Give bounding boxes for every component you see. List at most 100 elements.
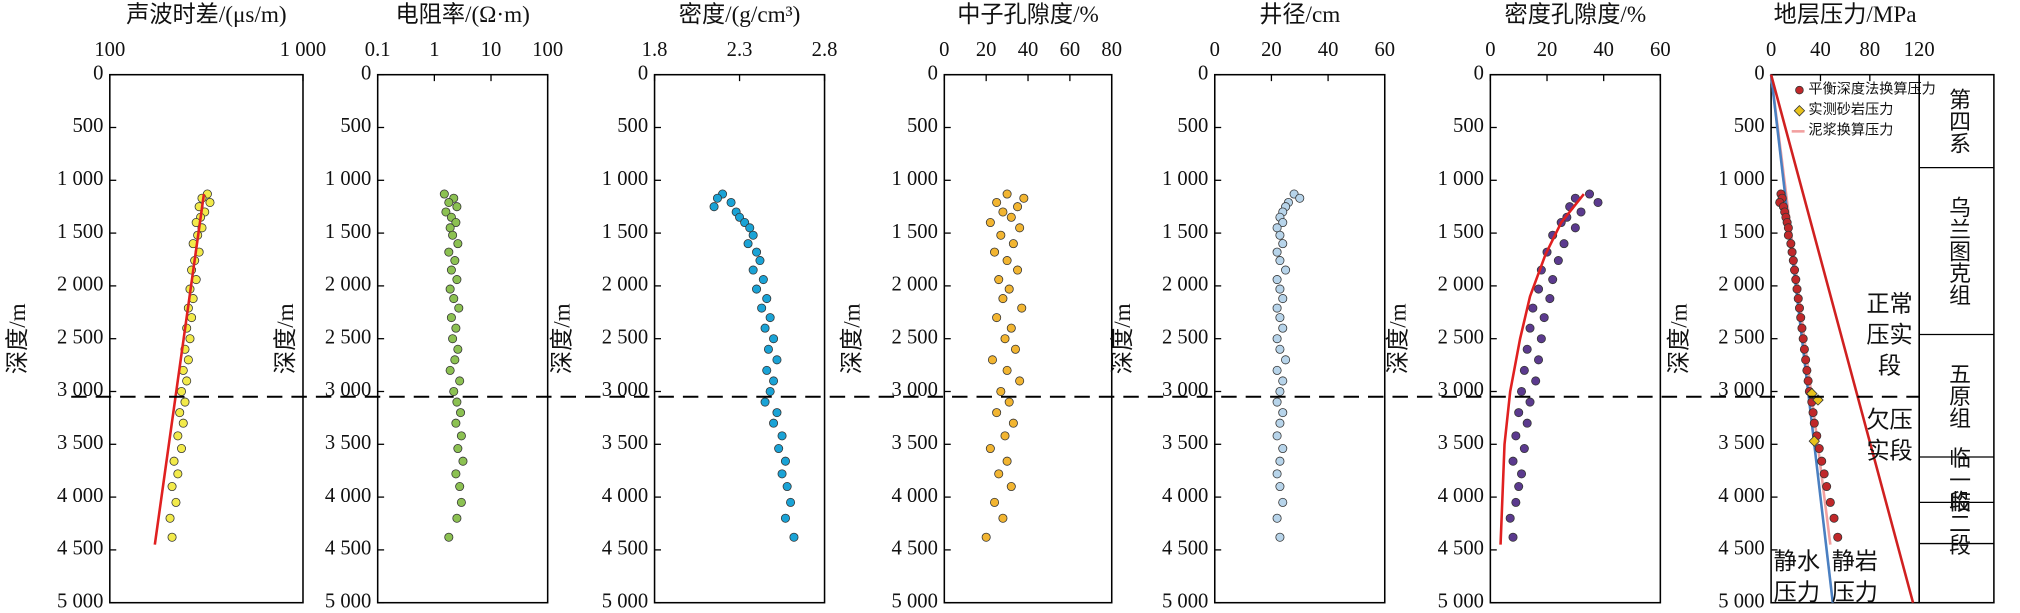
x-tick-label: 20	[1537, 39, 1558, 61]
point	[745, 223, 755, 233]
y-tick-label: 2 500	[57, 326, 103, 348]
y-tick-label: 1 500	[1438, 221, 1484, 243]
y-axis-label: 深度/m	[273, 303, 299, 374]
x-tick-label: 2.8	[812, 39, 838, 61]
point	[1508, 532, 1518, 542]
annotation-line: 压实	[1866, 323, 1912, 349]
point	[755, 256, 765, 266]
point	[446, 313, 456, 323]
y-tick-label: 0	[361, 62, 371, 84]
point	[453, 239, 463, 249]
point	[709, 202, 719, 212]
point	[453, 444, 463, 454]
point	[455, 482, 465, 492]
y-tick-label: 3 500	[602, 432, 648, 454]
point	[1281, 265, 1291, 275]
x-tick-label: 60	[1060, 39, 1081, 61]
point	[1559, 239, 1569, 249]
annotation: 静岩压力	[1832, 549, 1878, 606]
y-tick-label: 3 000	[57, 379, 103, 401]
point	[173, 469, 183, 479]
chart-title: 地层压力/MPa	[1774, 2, 1917, 28]
point	[1517, 386, 1527, 397]
point	[992, 197, 1002, 207]
point	[1786, 239, 1796, 249]
point	[994, 275, 1004, 285]
point	[1008, 418, 1018, 428]
point	[1278, 239, 1288, 249]
point	[990, 247, 1000, 257]
point	[454, 303, 464, 313]
point	[451, 418, 461, 428]
strata-label: 五原组	[1947, 363, 1972, 429]
point	[445, 284, 455, 294]
point	[449, 386, 459, 397]
y-tick-label: 500	[1453, 115, 1484, 137]
chart-title: 密度孔隙度/%	[1505, 2, 1647, 28]
point	[456, 408, 466, 418]
point	[1522, 344, 1532, 354]
point	[1576, 207, 1586, 217]
legend-label: 平衡深度法换算压力	[1808, 80, 1935, 97]
y-tick-label: 2 500	[602, 326, 648, 348]
point	[1010, 344, 1020, 354]
y-tick-label: 2 500	[1718, 326, 1764, 348]
point	[165, 513, 175, 523]
plot-frame	[653, 73, 826, 604]
annotation-line: 正常	[1866, 292, 1912, 318]
y-axis-label: 深度/m	[1386, 303, 1412, 374]
point	[1798, 334, 1808, 344]
y-tick-label: 3 500	[1162, 432, 1208, 454]
point	[748, 230, 758, 240]
x-tick-label: 20	[1261, 39, 1282, 61]
y-tick-label: 1 000	[1718, 168, 1764, 190]
point	[456, 497, 466, 507]
point	[726, 197, 736, 207]
y-tick-label: 4 000	[57, 485, 103, 507]
point	[987, 355, 997, 365]
y-tick-label: 5 000	[1718, 590, 1764, 612]
y-tick-label: 5 000	[892, 590, 938, 612]
x-tick-label: 1 000	[280, 39, 326, 61]
point	[1511, 431, 1521, 441]
point	[1275, 482, 1285, 492]
y-tick-label: 4 500	[1162, 538, 1208, 560]
annotation-line: 静水	[1774, 549, 1820, 575]
point	[752, 284, 762, 294]
x-tick-label: 1.8	[642, 39, 668, 61]
point	[185, 334, 195, 344]
point	[758, 275, 768, 285]
point	[1019, 193, 1029, 203]
point	[1004, 397, 1014, 407]
x-tick-label: 0.1	[365, 39, 391, 61]
point	[1794, 303, 1804, 313]
x-tick-label: 60	[1650, 39, 1671, 61]
point	[992, 408, 1002, 418]
strata-label: 临一段	[1947, 447, 1972, 513]
point	[1278, 294, 1288, 304]
annotation-line: 欠压	[1866, 408, 1912, 434]
point	[1006, 212, 1016, 222]
point	[1006, 482, 1016, 492]
point	[446, 265, 456, 275]
point	[1275, 386, 1285, 397]
point	[1783, 223, 1793, 233]
y-tick-label: 2 500	[1162, 326, 1208, 348]
y-tick-label: 2 000	[1438, 274, 1484, 296]
point	[774, 444, 784, 454]
y-tick-label: 2 500	[1438, 326, 1484, 348]
point	[1793, 294, 1803, 304]
point	[760, 323, 770, 333]
point	[981, 532, 991, 542]
point	[1525, 397, 1535, 407]
point	[1814, 444, 1824, 454]
y-tick-label: 3 500	[1718, 432, 1764, 454]
x-tick-label: 0	[1485, 39, 1495, 61]
y-tick-label: 3 000	[325, 379, 371, 401]
x-tick-label: 120	[1904, 39, 1935, 61]
plot-frame	[943, 73, 1113, 604]
strata-frame	[1918, 73, 1995, 604]
trend-line	[153, 193, 206, 545]
plot-frame	[1489, 73, 1662, 604]
